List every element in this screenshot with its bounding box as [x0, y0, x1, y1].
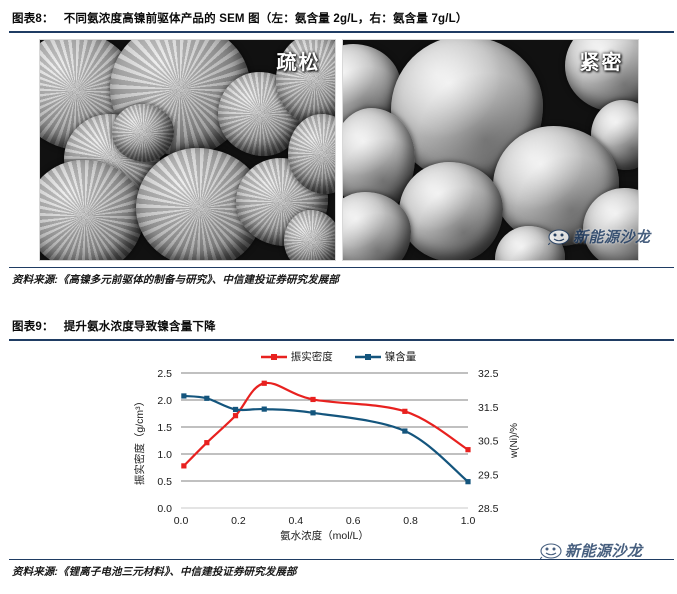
legend-item-nickel-content: 镍含量	[354, 349, 417, 364]
exhibit-8-label: 图表8：	[12, 13, 54, 25]
data-point-marker	[402, 428, 408, 434]
exhibit-8: 图表8： 不同氨浓度高镍前驱体产品的 SEM 图（左：氨含量 2g/L，右：氨含…	[0, 10, 677, 287]
exhibit-9-bottom-rule	[9, 559, 674, 560]
exhibit-9: 图表9： 提升氨水浓度导致镍含量下降 振实密度 镍含量 0.0 0.5 1.0 1.5…	[0, 318, 677, 579]
data-point-marker	[261, 380, 267, 386]
exhibit-9-source: 资料来源:《锂离子电池三元材料》、中信建投证券研究发展部	[12, 566, 297, 578]
data-point-marker	[204, 440, 210, 446]
y2-axis-title: w(Ni)/%	[509, 423, 520, 459]
x-axis-tick-label: 0.8	[403, 515, 418, 527]
legend-marker-blue-icon	[354, 353, 381, 360]
y2-axis-tick-label: 32.5	[478, 368, 499, 380]
sem-right-caption: 紧密	[579, 52, 624, 74]
x-axis-tick-label: 0.2	[231, 515, 246, 527]
exhibit-9-caption: 提升氨水浓度导致镍含量下降	[63, 321, 216, 333]
y-axis-tick-label: 1.5	[157, 422, 172, 434]
exhibit-9-title: 图表9： 提升氨水浓度导致镍含量下降	[0, 318, 677, 334]
sem-left-caption: 疏松	[276, 52, 321, 74]
x-axis-title: 氨水浓度（mol/L）	[280, 529, 369, 542]
y-axis-tick-label: 2.0	[157, 395, 172, 407]
sem-image-left-loose: 疏松	[38, 39, 336, 261]
data-point-marker	[261, 406, 267, 412]
sem-image-pair: 疏松 紧密	[38, 39, 639, 261]
y2-axis-tick-label: 29.5	[478, 469, 499, 481]
data-point-marker	[181, 393, 187, 399]
data-point-marker	[310, 410, 316, 416]
data-point-marker	[204, 395, 210, 401]
sem-image-right-dense: 紧密	[341, 39, 639, 261]
legend-label-tap-density: 振实密度	[290, 351, 333, 363]
y-axis-tick-label: 0.5	[157, 476, 172, 488]
y-axis-tick-label: 1.0	[157, 449, 172, 461]
exhibit-8-caption: 不同氨浓度高镍前驱体产品的 SEM 图（左：氨含量 2g/L，右：氨含量 7g/…	[63, 13, 468, 25]
data-point-marker	[465, 447, 471, 453]
x-axis-tick-label: 0.6	[346, 515, 361, 527]
legend-label-nickel-content: 镍含量	[384, 351, 417, 363]
data-point-marker	[232, 413, 239, 419]
chart-legend: 振实密度 镍含量	[0, 349, 677, 364]
data-point-marker	[181, 463, 187, 469]
y2-axis-tick-label: 30.5	[478, 436, 499, 448]
data-point-marker	[310, 396, 316, 403]
chart-plot-svg: 0.0 0.5 1.0 1.5 2.0 2.5 28.5 29.5 30.5 31.5 32.5 0.…	[133, 368, 520, 542]
exhibit-8-source: 资料来源:《高镍多元前驱体的制备与研究》、中信建投证券研究发展部	[12, 274, 339, 286]
y-axis-tick-label: 0.0	[157, 503, 172, 515]
y2-axis-tick-label: 28.5	[478, 503, 499, 515]
x-axis-tick-label: 1.0	[461, 515, 476, 527]
legend-item-tap-density: 振实密度	[260, 349, 333, 364]
x-axis-tick-label: 0.0	[174, 515, 189, 527]
nickel-content-chart: 振实密度 镍含量 0.0 0.5 1.0 1.5 2.0 2.5 28.5 29.5 30.5 3…	[0, 345, 677, 557]
data-point-marker	[402, 408, 408, 414]
data-point-marker	[232, 406, 239, 413]
series-line-tap-density	[182, 381, 470, 467]
exhibit-8-bottom-rule	[9, 267, 674, 268]
data-point-marker	[465, 479, 471, 485]
exhibit-9-label: 图表9：	[12, 321, 54, 333]
series-line-nickel-content	[182, 394, 470, 483]
exhibit-8-title: 图表8： 不同氨浓度高镍前驱体产品的 SEM 图（左：氨含量 2g/L，右：氨含…	[0, 10, 677, 26]
y-axis-title: 振实密度（g/cm³）	[133, 396, 146, 485]
y2-axis-tick-label: 31.5	[478, 402, 499, 414]
y-axis-tick-label: 2.5	[157, 368, 172, 380]
legend-marker-red-icon	[260, 353, 287, 360]
exhibit-9-top-rule	[9, 339, 674, 341]
exhibit-8-top-rule	[9, 31, 674, 33]
x-axis-tick-label: 0.4	[288, 515, 303, 527]
